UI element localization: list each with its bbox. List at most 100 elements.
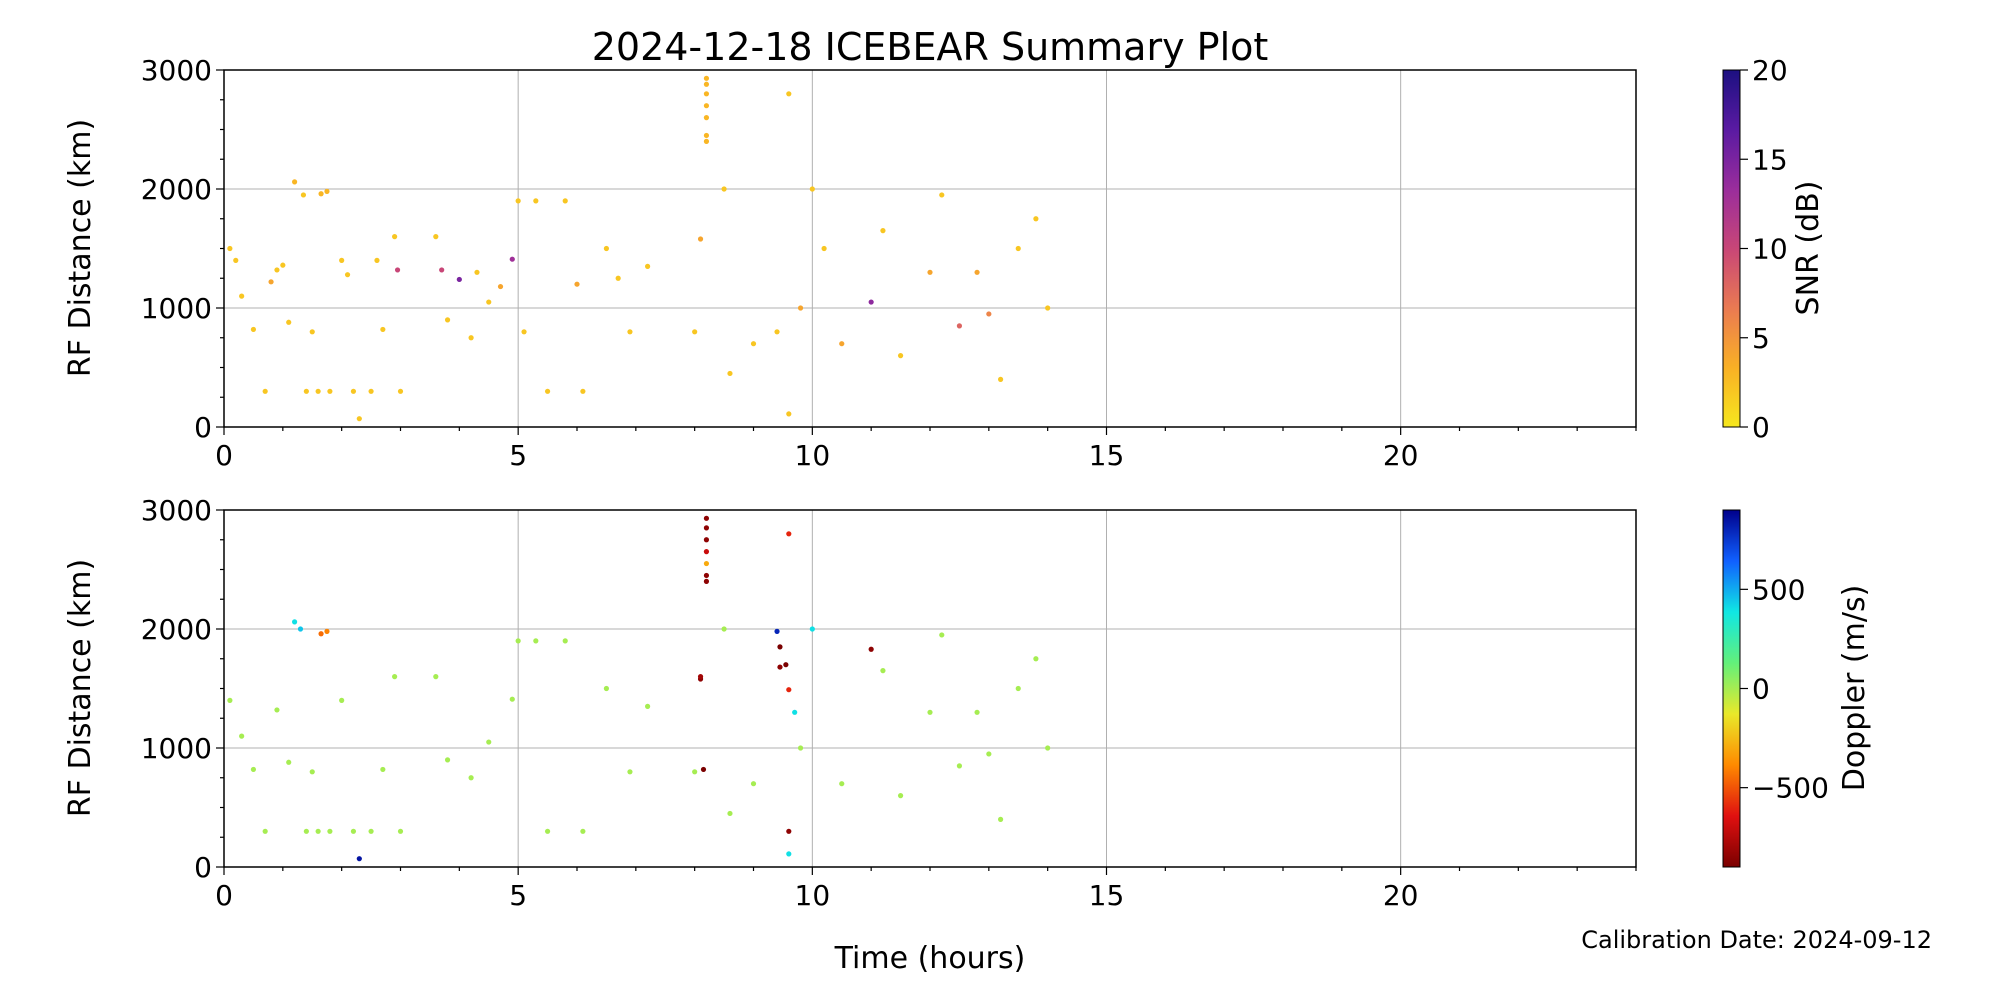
snr-scatter-point — [444, 317, 451, 323]
doppler-scatter-point — [703, 578, 710, 585]
snr-scatter-point — [839, 341, 845, 347]
doppler-scatter-point — [897, 793, 904, 799]
snr-scatter-point — [250, 326, 257, 333]
snr-scatter-point — [1033, 216, 1039, 222]
doppler-colorbar-bar — [1722, 509, 1741, 868]
calibration-date-note: Calibration Date: 2024-09-12 — [1581, 926, 1932, 954]
snr-scatter-point — [315, 388, 321, 394]
snr-scatter-point — [309, 329, 315, 335]
doppler-scatter-point — [544, 828, 551, 834]
snr-scatter-point — [439, 267, 445, 273]
doppler-scatter-point — [1045, 745, 1051, 751]
doppler-scatter-point — [786, 531, 792, 537]
doppler-scatter-point — [721, 626, 727, 632]
doppler-scatter-point — [318, 631, 324, 637]
doppler-scatter-point — [703, 572, 710, 579]
snr-scatter-point — [750, 341, 757, 347]
snr-scatter-point — [474, 269, 480, 275]
snr-colorbar-label: SNR (dB) — [1791, 181, 1826, 316]
snr-scatter-point — [703, 103, 710, 109]
doppler-scatter-point — [368, 828, 374, 834]
doppler-grid — [223, 509, 1636, 868]
doppler-scatter-point — [774, 628, 780, 634]
snr-scatter-point — [262, 388, 268, 394]
doppler-scatter-point — [324, 628, 330, 634]
snr-scatter-points — [227, 75, 1051, 422]
snr-x-tick-label: 20 — [1383, 439, 1419, 472]
snr-y-tick-label: 3000 — [141, 54, 212, 87]
snr-scatter-point — [574, 281, 580, 287]
snr-scatter-point — [627, 329, 633, 335]
doppler-x-ticks: 0 5 10 15 20 — [215, 867, 1637, 912]
doppler-scatter-point — [468, 775, 474, 781]
doppler-scatter-point — [727, 810, 733, 817]
snr-x-tick-label: 5 — [509, 439, 527, 472]
snr-scatter-point — [521, 329, 527, 335]
doppler-scatter-point — [315, 828, 321, 834]
snr-x-tick-label: 15 — [1089, 439, 1125, 472]
snr-grid — [223, 69, 1636, 428]
doppler-scatter-point — [697, 674, 704, 680]
snr-scatter-point — [880, 228, 886, 234]
snr-scatter-point — [703, 138, 710, 144]
snr-scatter-point — [456, 276, 462, 283]
snr-panel: 0 5 10 15 20 0 1000 2000 3000 RF Distance (km) — [63, 54, 1637, 472]
doppler-colorbar-tick-label: 500 — [1752, 573, 1805, 606]
snr-scatter-point — [339, 257, 345, 263]
snr-scatter-point — [280, 262, 286, 268]
snr-scatter-point — [897, 353, 904, 359]
snr-scatter-point — [533, 198, 539, 204]
doppler-colorbar-tick-label: 0 — [1752, 673, 1770, 706]
doppler-y-tick-label: 2000 — [141, 613, 212, 646]
snr-scatter-point — [703, 132, 710, 139]
snr-scatter-point — [703, 91, 710, 97]
doppler-colorbar-tick-label: −500 — [1752, 772, 1829, 805]
doppler-scatter-point — [703, 537, 710, 543]
snr-scatter-point — [774, 329, 780, 335]
doppler-scatter-point — [356, 856, 362, 862]
doppler-x-tick-label: 10 — [795, 879, 831, 912]
doppler-scatter-point — [392, 674, 398, 680]
snr-colorbar-tick-label: 10 — [1752, 233, 1788, 266]
doppler-scatter-point — [433, 674, 439, 680]
snr-colorbar: 0 5 10 15 20 SNR (dB) — [1722, 54, 1826, 444]
doppler-scatter-point — [939, 632, 945, 638]
snr-plot-frame — [223, 69, 1637, 428]
doppler-y-ticks: 0 1000 2000 3000 — [141, 494, 224, 884]
doppler-scatter-point — [703, 525, 710, 531]
snr-scatter-point — [356, 416, 362, 422]
snr-scatter-point — [727, 370, 733, 377]
snr-y-ticks: 0 1000 2000 3000 — [141, 54, 224, 444]
doppler-scatter-point — [777, 644, 783, 650]
snr-scatter-point — [615, 275, 621, 281]
doppler-y-tick-label: 3000 — [141, 494, 212, 527]
doppler-scatter-point — [397, 828, 404, 834]
snr-scatter-point — [974, 269, 980, 275]
doppler-scatter-point — [880, 668, 886, 674]
snr-scatter-point — [318, 191, 324, 197]
snr-scatter-point — [286, 319, 292, 325]
doppler-plot-frame — [223, 509, 1637, 868]
snr-scatter-point — [986, 311, 992, 317]
snr-scatter-point — [703, 81, 710, 87]
doppler-scatter-point — [339, 697, 345, 704]
doppler-scatter-point — [250, 766, 257, 773]
doppler-scatter-point — [486, 739, 492, 745]
snr-scatter-point — [703, 115, 710, 121]
snr-scatter-point — [239, 293, 245, 299]
doppler-scatter-point — [1033, 656, 1039, 662]
snr-scatter-point — [721, 186, 727, 192]
snr-scatter-point — [486, 299, 492, 305]
doppler-scatter-point — [986, 751, 992, 757]
doppler-scatter-point — [692, 769, 698, 775]
doppler-scatter-points — [227, 515, 1051, 862]
doppler-scatter-point — [509, 696, 515, 702]
snr-x-tick-label: 0 — [215, 439, 233, 472]
doppler-scatter-point — [239, 733, 245, 739]
doppler-scatter-point — [562, 638, 568, 644]
snr-y-axis-title: RF Distance (km) — [63, 119, 98, 377]
doppler-scatter-point — [703, 560, 710, 567]
snr-scatter-point — [327, 388, 333, 394]
snr-scatter-point — [697, 236, 704, 242]
